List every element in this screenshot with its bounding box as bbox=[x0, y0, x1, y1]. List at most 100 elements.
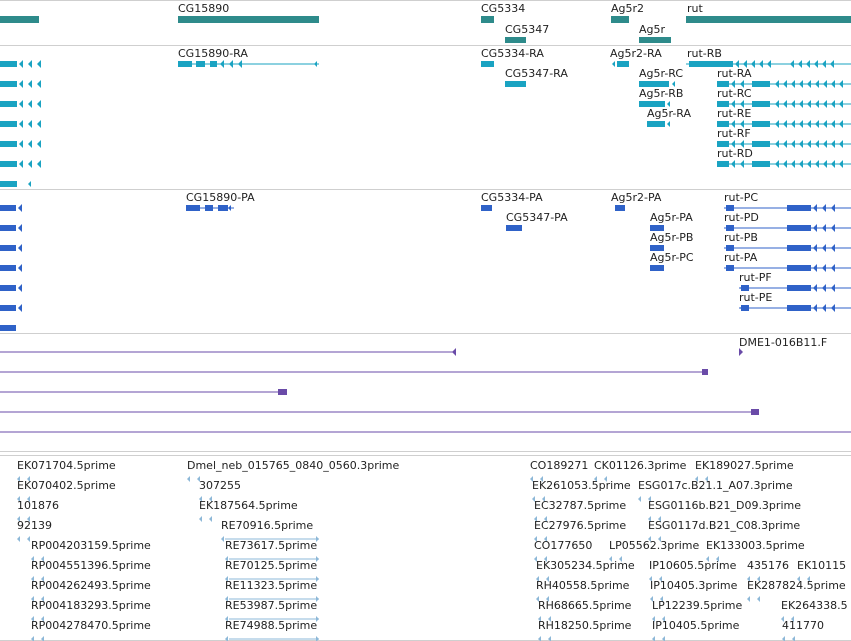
exon-block[interactable] bbox=[689, 61, 733, 67]
feature-label: Ag5r-PB bbox=[650, 231, 693, 244]
exon-block[interactable] bbox=[617, 61, 629, 67]
feature-label: RP004262493.5prime bbox=[31, 579, 151, 592]
exon-block[interactable] bbox=[752, 121, 770, 127]
strand-arrow bbox=[839, 80, 843, 88]
exon-block[interactable] bbox=[186, 205, 200, 211]
strand-arrow bbox=[807, 576, 810, 582]
exon-block[interactable] bbox=[0, 101, 17, 107]
strand-arrow bbox=[548, 616, 551, 622]
strand-arrow bbox=[831, 100, 835, 108]
exon-block[interactable] bbox=[787, 245, 811, 251]
exon-block[interactable] bbox=[717, 101, 729, 107]
exon-block[interactable] bbox=[717, 161, 729, 167]
exon-block[interactable] bbox=[787, 205, 811, 211]
strand-arrow bbox=[831, 244, 835, 252]
exon-block[interactable] bbox=[278, 389, 287, 395]
strand-arrow bbox=[612, 61, 615, 67]
exon-block[interactable] bbox=[702, 369, 708, 375]
exon-block[interactable] bbox=[0, 16, 39, 23]
exon-block[interactable] bbox=[0, 205, 16, 211]
strand-arrow bbox=[27, 516, 30, 522]
exon-block[interactable] bbox=[751, 409, 759, 415]
exon-block[interactable] bbox=[650, 265, 664, 271]
exon-block[interactable] bbox=[505, 81, 526, 87]
exon-block[interactable] bbox=[178, 61, 192, 67]
strand-arrow bbox=[662, 636, 665, 641]
strand-arrow bbox=[831, 160, 835, 168]
exon-block[interactable] bbox=[481, 16, 494, 23]
exon-block[interactable] bbox=[0, 121, 17, 127]
strand-arrow bbox=[37, 120, 41, 128]
exon-block[interactable] bbox=[0, 161, 17, 167]
exon-block[interactable] bbox=[0, 245, 16, 251]
exon-block[interactable] bbox=[615, 205, 625, 211]
exon-block[interactable] bbox=[787, 265, 811, 271]
feature-label: RE11323.5prime bbox=[225, 579, 317, 592]
exon-block[interactable] bbox=[196, 61, 205, 67]
strand-arrow bbox=[807, 160, 811, 168]
exon-block[interactable] bbox=[218, 205, 228, 211]
strand-arrow bbox=[17, 516, 20, 522]
strand-arrow bbox=[798, 60, 802, 68]
exon-block[interactable] bbox=[717, 141, 729, 147]
exon-block[interactable] bbox=[0, 265, 16, 271]
exon-block[interactable] bbox=[741, 285, 749, 291]
exon-block[interactable] bbox=[787, 225, 811, 231]
exon-block[interactable] bbox=[686, 16, 851, 23]
exon-block[interactable] bbox=[481, 205, 492, 211]
exon-block[interactable] bbox=[650, 225, 664, 231]
exon-block[interactable] bbox=[0, 305, 16, 311]
feature-label: Dmel_neb_015765_0840_0560.3prime bbox=[187, 459, 399, 472]
exon-block[interactable] bbox=[647, 121, 665, 127]
exon-block[interactable] bbox=[178, 16, 319, 23]
exon-block[interactable] bbox=[0, 181, 17, 187]
exon-block[interactable] bbox=[0, 325, 16, 331]
strand-arrow bbox=[747, 576, 750, 582]
exon-block[interactable] bbox=[205, 205, 213, 211]
feature-label: LP12239.5prime bbox=[652, 599, 743, 612]
exon-block[interactable] bbox=[717, 81, 729, 87]
exon-block[interactable] bbox=[506, 225, 522, 231]
strand-arrow bbox=[316, 596, 319, 602]
exon-block[interactable] bbox=[611, 16, 629, 23]
strand-arrow bbox=[792, 636, 795, 641]
exon-block[interactable] bbox=[787, 285, 811, 291]
exon-block[interactable] bbox=[639, 81, 669, 87]
exon-block[interactable] bbox=[726, 225, 734, 231]
strand-arrow bbox=[831, 140, 835, 148]
feature-label: Ag5r2 bbox=[611, 2, 644, 15]
exon-block[interactable] bbox=[0, 285, 16, 291]
exon-block[interactable] bbox=[639, 37, 671, 43]
exon-block[interactable] bbox=[741, 305, 749, 311]
exon-block[interactable] bbox=[505, 37, 526, 43]
strand-arrow bbox=[544, 536, 547, 542]
exon-block[interactable] bbox=[0, 141, 17, 147]
exon-block[interactable] bbox=[481, 61, 494, 67]
strand-arrow bbox=[743, 60, 747, 68]
exon-block[interactable] bbox=[210, 61, 217, 67]
exon-block[interactable] bbox=[726, 245, 734, 251]
exon-block[interactable] bbox=[717, 121, 729, 127]
exon-block[interactable] bbox=[752, 101, 770, 107]
exon-block[interactable] bbox=[0, 225, 16, 231]
strand-arrow bbox=[316, 636, 319, 641]
exon-block[interactable] bbox=[787, 305, 811, 311]
strand-arrow bbox=[658, 536, 661, 542]
strand-arrow bbox=[782, 636, 785, 641]
exon-block[interactable] bbox=[0, 61, 17, 67]
exon-block[interactable] bbox=[639, 101, 665, 107]
exon-block[interactable] bbox=[752, 81, 770, 87]
feature-label: CG5347 bbox=[505, 23, 549, 36]
strand-arrow bbox=[813, 304, 817, 312]
exon-block[interactable] bbox=[726, 205, 734, 211]
exon-block[interactable] bbox=[650, 245, 664, 251]
exon-block[interactable] bbox=[752, 161, 770, 167]
strand-arrow bbox=[799, 80, 803, 88]
exon-block[interactable] bbox=[726, 265, 734, 271]
exon-block[interactable] bbox=[752, 141, 770, 147]
strand-arrow bbox=[831, 204, 835, 212]
feature-label: rut bbox=[687, 2, 703, 15]
exon-block[interactable] bbox=[0, 81, 17, 87]
feature-label: rut-RA bbox=[717, 67, 752, 80]
